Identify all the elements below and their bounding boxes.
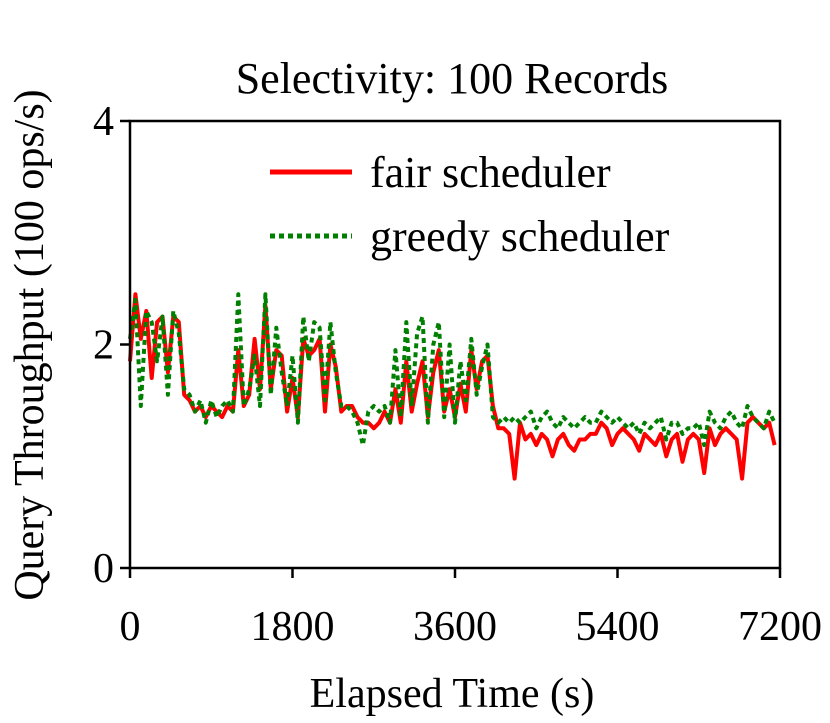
greedy-scheduler-line [128,292,777,448]
data-series [128,292,777,481]
x-tick-label: 5400 [576,604,660,650]
x-tick-label: 0 [120,604,141,650]
y-tick-label: 0 [93,546,114,592]
plot-frame [128,119,782,570]
x-tick-label: 1800 [251,604,335,650]
legend-label-fair-scheduler: fair scheduler [370,148,611,197]
y-axis-label: Query Throughput (100 ops/s) [7,89,53,600]
legend-label-greedy-scheduler: greedy scheduler [370,212,670,261]
y-tick-label: 2 [93,323,114,369]
axes: 0 1800 3600 5400 7200 0 2 4 [93,99,822,650]
legend: fair scheduler greedy scheduler [270,148,670,261]
x-tick-label: 3600 [413,604,497,650]
x-axis-label: Elapsed Time (s) [310,671,595,717]
fair-scheduler-line [128,292,777,481]
y-tick-label: 4 [93,99,114,145]
chart-title: Selectivity: 100 Records [236,54,669,103]
x-tick-label: 7200 [738,604,822,650]
